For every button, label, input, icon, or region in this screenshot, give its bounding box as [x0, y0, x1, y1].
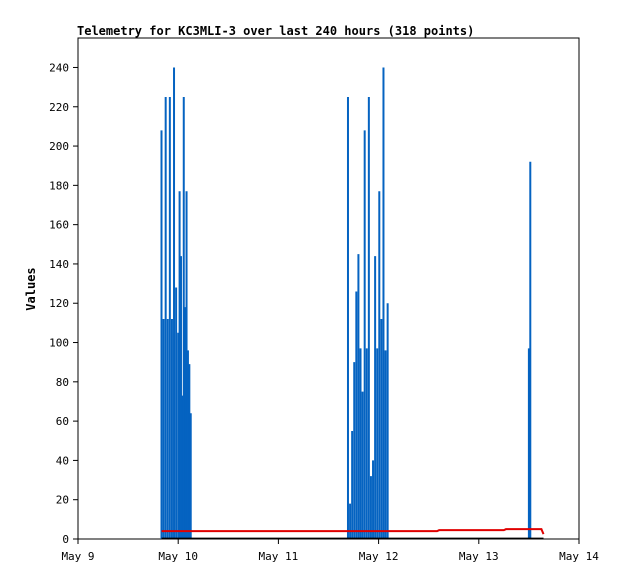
y-axis-label: Values — [24, 267, 38, 310]
chart-title: Telemetry for KC3MLI-3 over last 240 hou… — [77, 24, 474, 38]
x-tick-label: May 11 — [259, 550, 299, 563]
y-tick-label: 80 — [56, 376, 69, 389]
y-tick-label: 120 — [49, 297, 69, 310]
y-tick-label: 180 — [49, 179, 69, 192]
x-axis: May 9 May 10 May 11 May 12 May 13 May 14 — [61, 539, 599, 563]
x-tick-label: May 9 — [61, 550, 94, 563]
y-tick-label: 140 — [49, 258, 69, 271]
y-tick-label: 220 — [49, 101, 69, 114]
y-tick-label: 0 — [62, 533, 69, 546]
plot-area — [160, 67, 545, 540]
x-tick-label: May 13 — [459, 550, 499, 563]
x-tick-label: May 14 — [559, 550, 599, 563]
x-tick-label: May 12 — [359, 550, 399, 563]
red-series-line — [161, 528, 545, 535]
y-tick-label: 40 — [56, 454, 69, 467]
x-tick-label: May 10 — [158, 550, 198, 563]
y-tick-label: 160 — [49, 219, 69, 232]
plot-frame — [77, 37, 580, 540]
y-tick-label: 240 — [49, 61, 69, 74]
y-tick-label: 100 — [49, 337, 69, 350]
y-tick-label: 20 — [56, 494, 69, 507]
y-tick-label: 60 — [56, 415, 69, 428]
y-axis: 0 20 40 60 80 100 120 140 160 180 200 220 240 — [49, 61, 78, 546]
y-tick-label: 200 — [49, 140, 69, 153]
